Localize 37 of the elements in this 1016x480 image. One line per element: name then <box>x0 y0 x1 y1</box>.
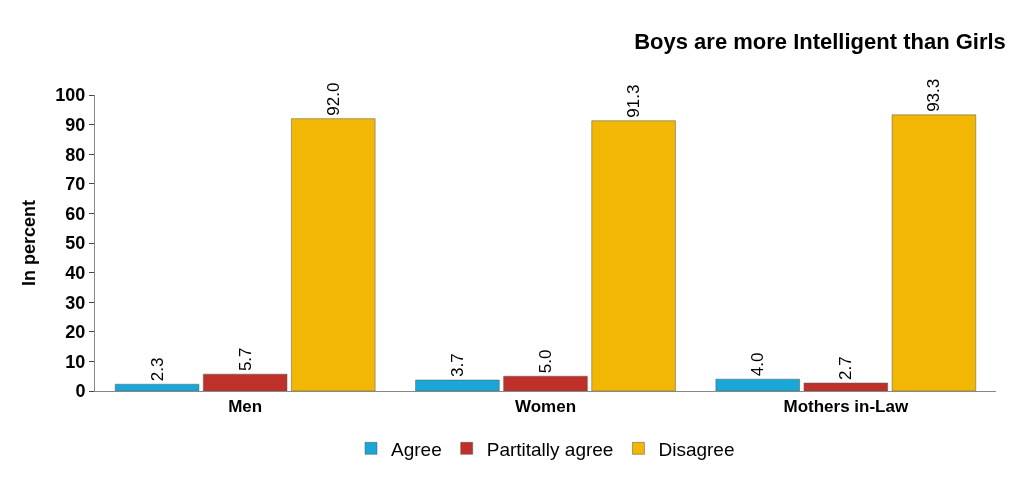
data-label: 5.0 <box>536 349 555 374</box>
y-tick-label: 60 <box>65 203 86 224</box>
bar <box>715 378 800 391</box>
data-label: 2.3 <box>147 357 167 382</box>
x-tick-label: Mothers in-Law <box>783 397 909 417</box>
bar <box>591 120 676 391</box>
data-label: 2.7 <box>836 356 856 381</box>
bar <box>891 114 977 391</box>
legend-label: Disagree <box>658 438 735 460</box>
bar <box>114 383 200 391</box>
data-label: 4.0 <box>748 352 768 377</box>
bar <box>503 375 588 391</box>
y-tick-label: 90 <box>65 114 86 135</box>
bar <box>291 118 376 391</box>
y-tick-label: 30 <box>65 292 86 313</box>
x-tick-label: Men <box>228 397 263 417</box>
y-tick-label: 100 <box>55 85 86 106</box>
y-tick-label: 70 <box>65 174 86 195</box>
chart-title: Boys are more Intelligent than Girls <box>634 29 1006 54</box>
data-label: 93.3 <box>924 78 944 112</box>
bar <box>415 379 500 391</box>
bar <box>803 382 888 391</box>
y-tick-label: 80 <box>65 144 86 165</box>
y-tick-label: 20 <box>65 322 86 343</box>
y-tick-label: 0 <box>75 381 86 402</box>
legend-label: Agree <box>391 438 442 460</box>
data-label: 92.0 <box>323 82 343 116</box>
legend-label: Partitally agree <box>486 438 614 460</box>
data-label: 91.3 <box>624 84 644 118</box>
y-tick-label: 40 <box>65 262 86 283</box>
data-label: 3.7 <box>447 353 467 378</box>
x-tick-label: Women <box>514 397 577 417</box>
y-tick-label: 50 <box>65 233 86 254</box>
bar <box>203 373 288 391</box>
y-tick-label: 10 <box>65 351 86 372</box>
data-label: 5.7 <box>235 347 255 372</box>
y-axis-title: In percent <box>18 199 39 287</box>
